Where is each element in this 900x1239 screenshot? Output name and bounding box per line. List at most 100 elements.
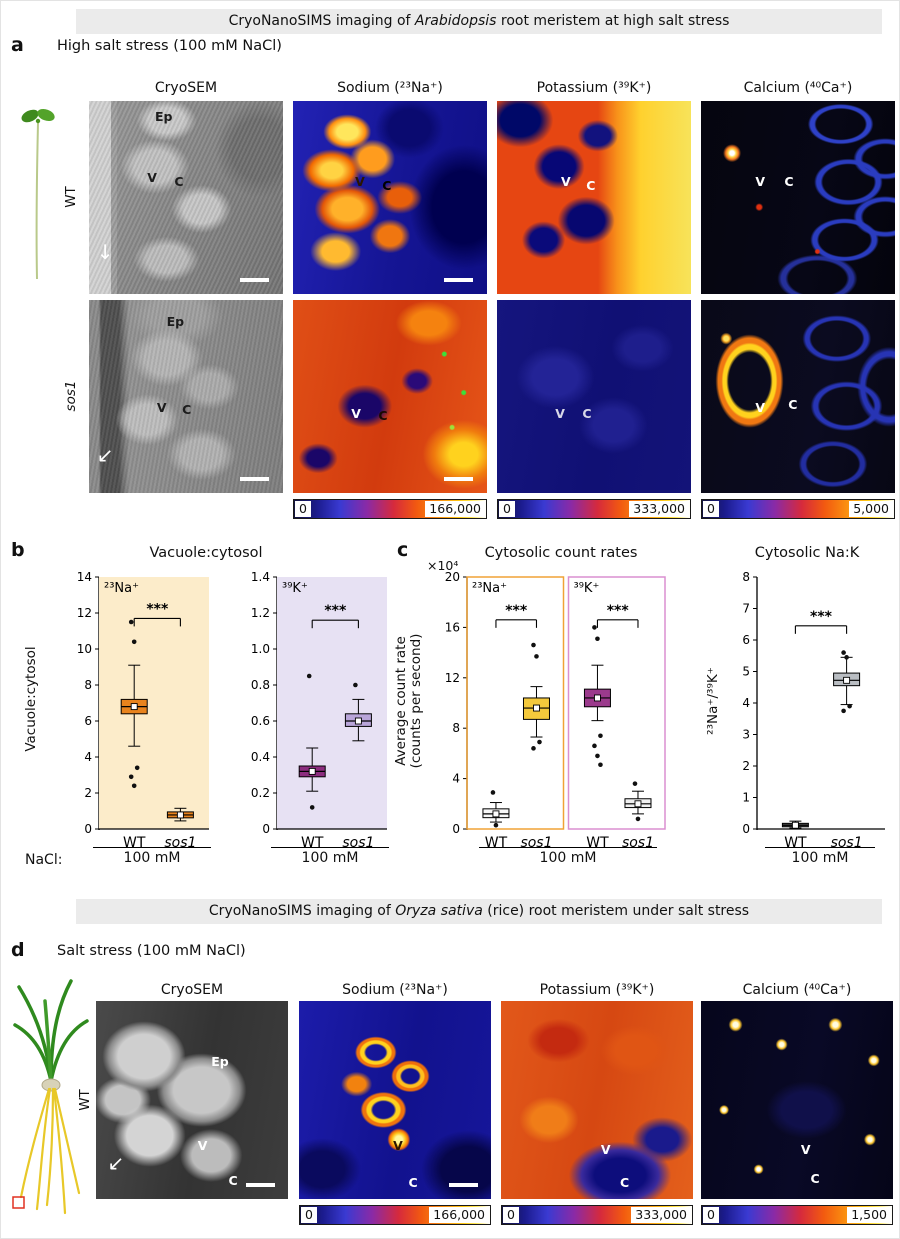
header-text: root meristem at high salt stress [496, 13, 730, 29]
boxplot-vacuole-cytosol-k: 0 0.2 0.4 0.6 0.8 1.0 1.2 1.4 ³⁹K⁺ WT sos1 *** [241, 567, 393, 859]
label-annotation: C [382, 178, 392, 194]
svg-text:0: 0 [452, 822, 460, 836]
svg-text:2: 2 [742, 759, 750, 773]
boxplot-vacuole-cytosol-na: 0 2 4 6 8 10 12 14 ²³Na⁺ WT sos1 *** [63, 567, 215, 859]
row-label-wt-a: WT [63, 186, 79, 208]
column-header-cryosem-a: CryoSEM [154, 80, 218, 96]
svg-text:12: 12 [77, 606, 92, 620]
colorbar-potassium-d: 0 333,000 [501, 1205, 693, 1225]
image-scalebar [444, 477, 474, 482]
svg-text:4: 4 [452, 772, 460, 786]
arabidopsis-seedling-illustration [17, 107, 59, 285]
header-text: (rice) root meristem under salt stress [482, 903, 750, 919]
colorbar-max: 5,000 [849, 501, 893, 517]
rice-plant-illustration [7, 973, 95, 1229]
colorbar-min: 0 [499, 501, 515, 517]
svg-text:8: 8 [84, 678, 92, 692]
svg-text:5: 5 [742, 665, 750, 679]
svg-text:1.4: 1.4 [251, 570, 270, 584]
svg-text:2: 2 [84, 786, 92, 800]
svg-text:14: 14 [77, 570, 92, 584]
colorbar-min: 0 [503, 1207, 519, 1223]
row-label-wt-d: WT [77, 1089, 93, 1111]
svg-text:0.8: 0.8 [251, 678, 270, 692]
svg-text:4: 4 [84, 750, 92, 764]
svg-text:8: 8 [452, 721, 460, 735]
y-axis-label-line2: (counts per second) [408, 633, 424, 769]
image-scalebar [245, 1183, 275, 1188]
column-header-potassium-a: Potassium (³⁹K⁺) [536, 80, 652, 96]
nak-title: Cytosolic Na:K [754, 545, 860, 561]
svg-text:1.2: 1.2 [251, 606, 270, 620]
colorbar-sodium-d: 0 166,000 [299, 1205, 491, 1225]
arrow-annotation: ↙ [96, 442, 114, 467]
svg-text:3: 3 [742, 728, 750, 742]
svg-text:12: 12 [445, 671, 460, 685]
panel-b-title: Vacuole:cytosol [149, 545, 263, 561]
svg-text:***: *** [505, 603, 528, 619]
svg-text:4: 4 [742, 696, 750, 710]
label-annotation: V [351, 406, 361, 422]
column-header-calcium-a: Calcium (⁴⁰Ca⁺) [743, 80, 853, 96]
label-annotation: C [788, 396, 798, 412]
arrow-annotation: ↙ [107, 1151, 125, 1176]
colorbar-potassium-a: 0 333,000 [497, 499, 691, 519]
section-header-arabidopsis: CryoNanoSIMS imaging of Arabidopsis root… [76, 9, 882, 34]
colorbar-min: 0 [703, 1207, 719, 1223]
group-label-nak: 100 mM [765, 847, 875, 866]
group-label-text: 100 mM [301, 850, 359, 866]
y-axis-label-line1: Average count rate [393, 636, 409, 766]
column-header-potassium-d: Potassium (³⁹K⁺) [539, 982, 655, 998]
column-header-sodium-a: Sodium (²³Na⁺) [337, 80, 443, 96]
section-header-rice: CryoNanoSIMS imaging of Oryza sativa (ri… [76, 899, 882, 924]
label-annotation: V [197, 1137, 208, 1153]
group-label-c: 100 mM [479, 847, 657, 866]
group-label-b-na: 100 mM [93, 847, 211, 866]
label-annotation: V [147, 170, 157, 186]
svg-text:***: *** [146, 601, 169, 617]
image-scalebar [240, 278, 270, 283]
svg-text:²³Na⁺: ²³Na⁺ [104, 581, 139, 596]
label-annotation: C [586, 178, 596, 194]
svg-text:20: 20 [445, 570, 460, 584]
label-annotation: Ep [211, 1054, 229, 1070]
column-header-sodium-d: Sodium (²³Na⁺) [342, 982, 448, 998]
svg-text:16: 16 [445, 620, 460, 634]
label-annotation: C [582, 406, 592, 422]
group-label-text: 100 mM [539, 850, 597, 866]
y-axis-label-c: Average count rate (counts per second) [393, 633, 424, 769]
nacl-prefix-label: NaCl: [25, 852, 63, 868]
svg-text:***: *** [607, 603, 630, 619]
svg-text:10: 10 [77, 642, 92, 656]
panel-d-title: Salt stress (100 mM NaCl) [57, 943, 246, 959]
label-annotation: C [784, 174, 794, 190]
svg-text:1.0: 1.0 [251, 642, 270, 656]
svg-text:0: 0 [262, 822, 270, 836]
colorbar-calcium-d: 0 1,500 [701, 1205, 893, 1225]
y-axis-label-nak: ²³Na⁺/³⁹K⁺ [705, 667, 721, 735]
colorbar-min: 0 [301, 1207, 317, 1223]
svg-text:0.6: 0.6 [251, 714, 270, 728]
cryosem-rice-image: Ep V C ↙ [96, 1001, 288, 1199]
svg-text:0.4: 0.4 [251, 750, 270, 764]
label-annotation: C [378, 408, 388, 424]
label-annotation: V [755, 400, 765, 416]
label-annotation: V [555, 406, 565, 422]
label-annotation: V [800, 1141, 811, 1157]
cryosem-wt-image: Ep V C ↓ [89, 101, 283, 294]
image-scalebar [444, 278, 474, 283]
svg-text:²³Na⁺: ²³Na⁺ [472, 581, 507, 596]
svg-text:³⁹K⁺: ³⁹K⁺ [574, 581, 600, 596]
group-label-b-k: 100 mM [271, 847, 389, 866]
svg-text:6: 6 [84, 714, 92, 728]
y-axis-label-b: Vacuole:cytosol [23, 646, 39, 752]
